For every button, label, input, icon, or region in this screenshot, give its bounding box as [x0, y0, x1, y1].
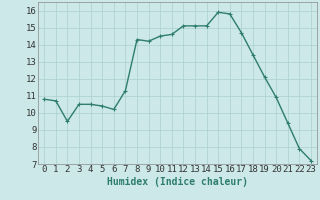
- X-axis label: Humidex (Indice chaleur): Humidex (Indice chaleur): [107, 177, 248, 187]
